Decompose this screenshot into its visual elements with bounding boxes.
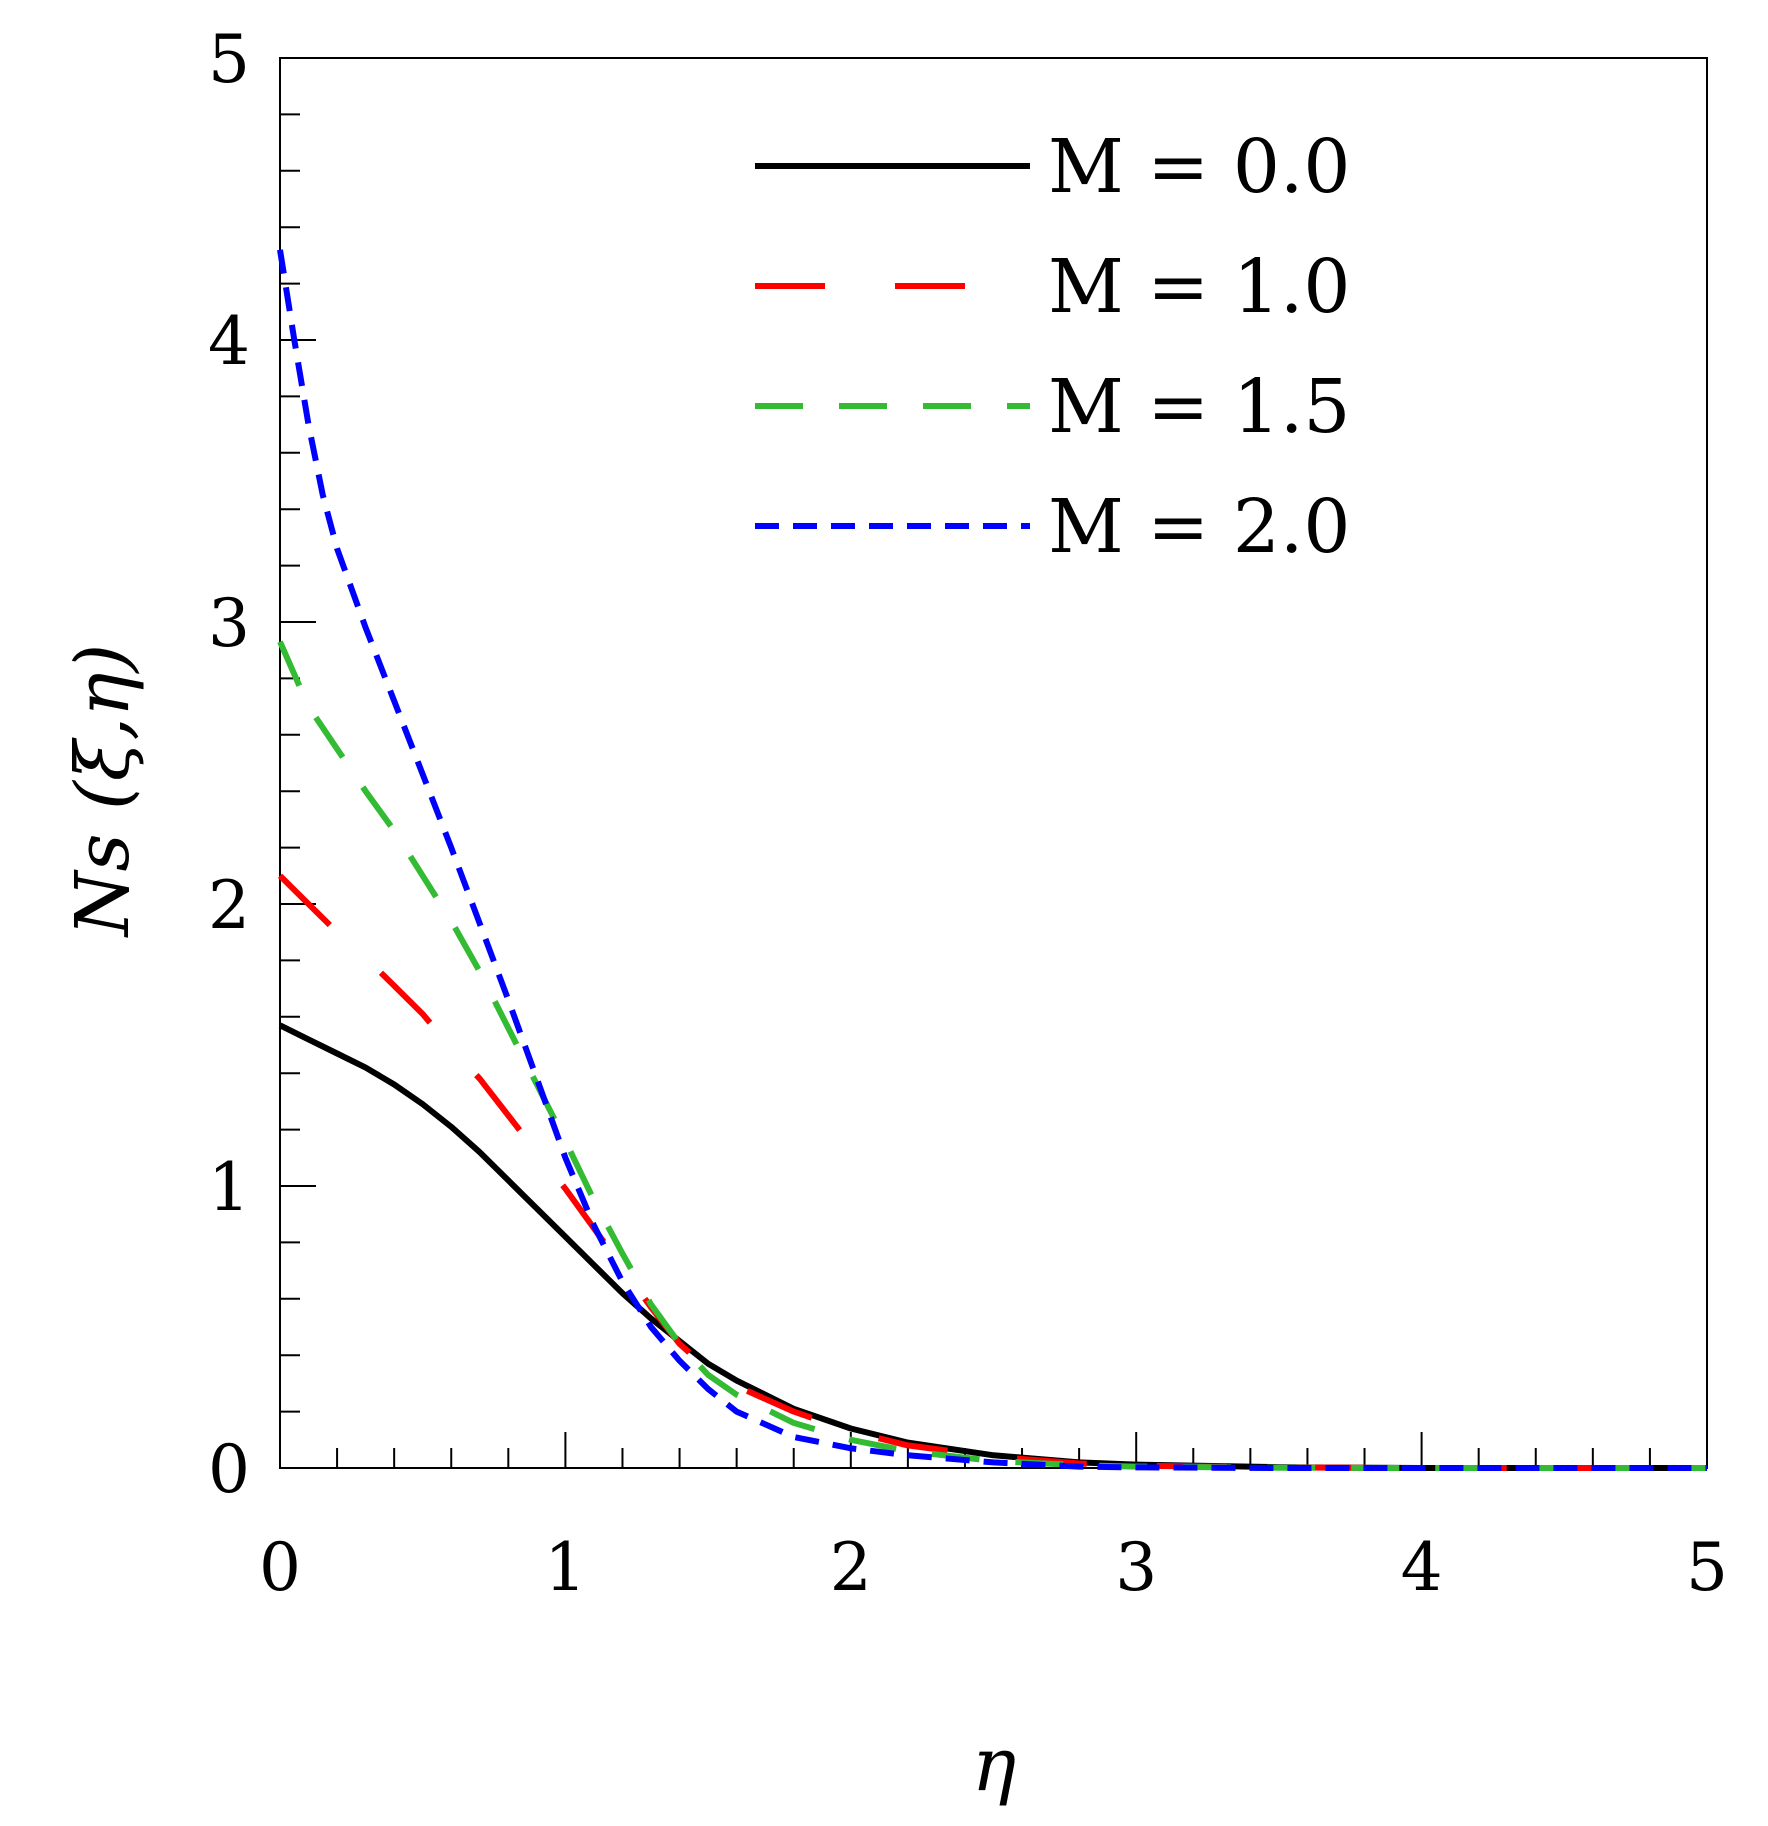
y-axis-title: Ns (ξ,η) [60, 644, 146, 939]
legend-label: M = 1.5 [1048, 364, 1351, 450]
legend-label: M = 2.0 [1048, 484, 1351, 570]
y-tick-label: 5 [208, 21, 250, 98]
series-line-2 [277, 640, 1707, 1471]
series-line-3 [277, 249, 1707, 1471]
y-tick-label: 1 [208, 1149, 250, 1226]
x-tick-label: 3 [1115, 1529, 1157, 1606]
y-tick-label: 4 [208, 303, 250, 380]
legend-label: M = 0.0 [1048, 124, 1351, 210]
y-tick-label: 3 [208, 585, 250, 662]
series-line-0 [278, 1022, 1707, 1471]
x-tick-label: 1 [544, 1529, 586, 1606]
x-axis-title: η [972, 1722, 1016, 1808]
axis-ticks [280, 113, 1651, 1468]
series-line-1 [277, 873, 1707, 1471]
y-tick-label: 0 [208, 1431, 250, 1508]
y-tick-label: 2 [208, 867, 250, 944]
series-group [277, 249, 1707, 1471]
x-tick-label: 4 [1401, 1529, 1443, 1606]
legend-label: M = 1.0 [1048, 244, 1351, 330]
legend: M = 0.0 M = 1.0 M = 1.5 M = 2.0 [755, 124, 1351, 570]
plot-frame [279, 57, 1708, 1469]
axis-tick-labels: 0 1 2 3 4 5 0 1 2 3 4 5 [208, 21, 1728, 1606]
x-tick-label: 0 [259, 1529, 301, 1606]
x-tick-label: 5 [1686, 1529, 1728, 1606]
x-tick-label: 2 [830, 1529, 872, 1606]
